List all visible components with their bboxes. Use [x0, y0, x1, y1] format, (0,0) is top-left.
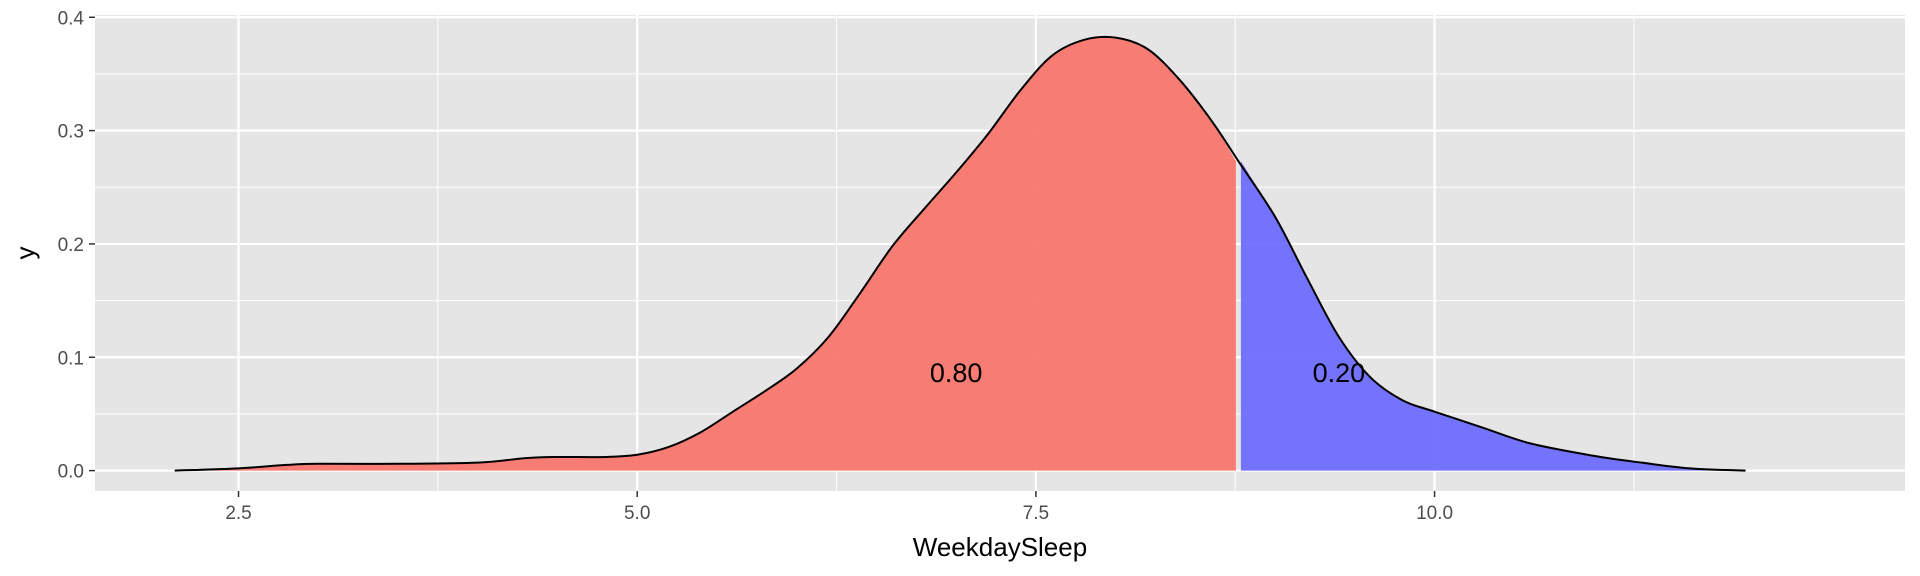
lower-region-area [174, 36, 1236, 471]
x-tick-label: 2.5 [225, 503, 251, 524]
x-tick-label: 5.0 [624, 503, 650, 524]
y-tick-label: 0.2 [58, 235, 84, 256]
upper-region-label: 0.20 [1313, 358, 1366, 388]
y-tick-label: 0.3 [58, 122, 84, 143]
axes: 2.5 5.0 7.5 10.0 0.0 0.1 0.2 0.3 0.4 [58, 8, 1453, 524]
x-axis-title: WeekdaySleep [913, 532, 1087, 562]
density-curve [174, 35, 1746, 472]
x-tick-label: 7.5 [1023, 503, 1049, 524]
lower-region-label: 0.80 [930, 358, 983, 388]
x-tick-label: 10.0 [1416, 503, 1453, 524]
y-axis-title: y [10, 247, 40, 260]
region-labels: 0.80 0.20 [930, 358, 1365, 388]
y-tick-label: 0.1 [58, 348, 84, 369]
shaded-regions [174, 36, 1746, 471]
y-tick-label: 0.4 [58, 8, 85, 29]
density-curve-group [174, 35, 1746, 472]
upper-region-area [1240, 161, 1746, 471]
y-tick-label: 0.0 [58, 462, 84, 483]
